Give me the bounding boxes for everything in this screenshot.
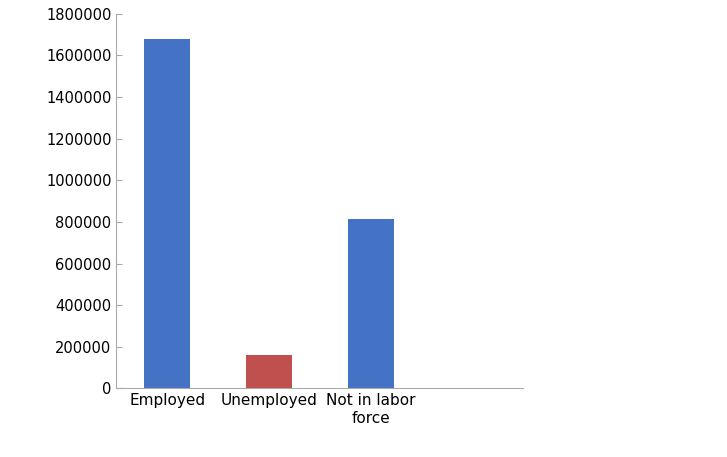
- Bar: [144, 39, 190, 388]
- Bar: [348, 219, 394, 388]
- Bar: [246, 355, 292, 388]
